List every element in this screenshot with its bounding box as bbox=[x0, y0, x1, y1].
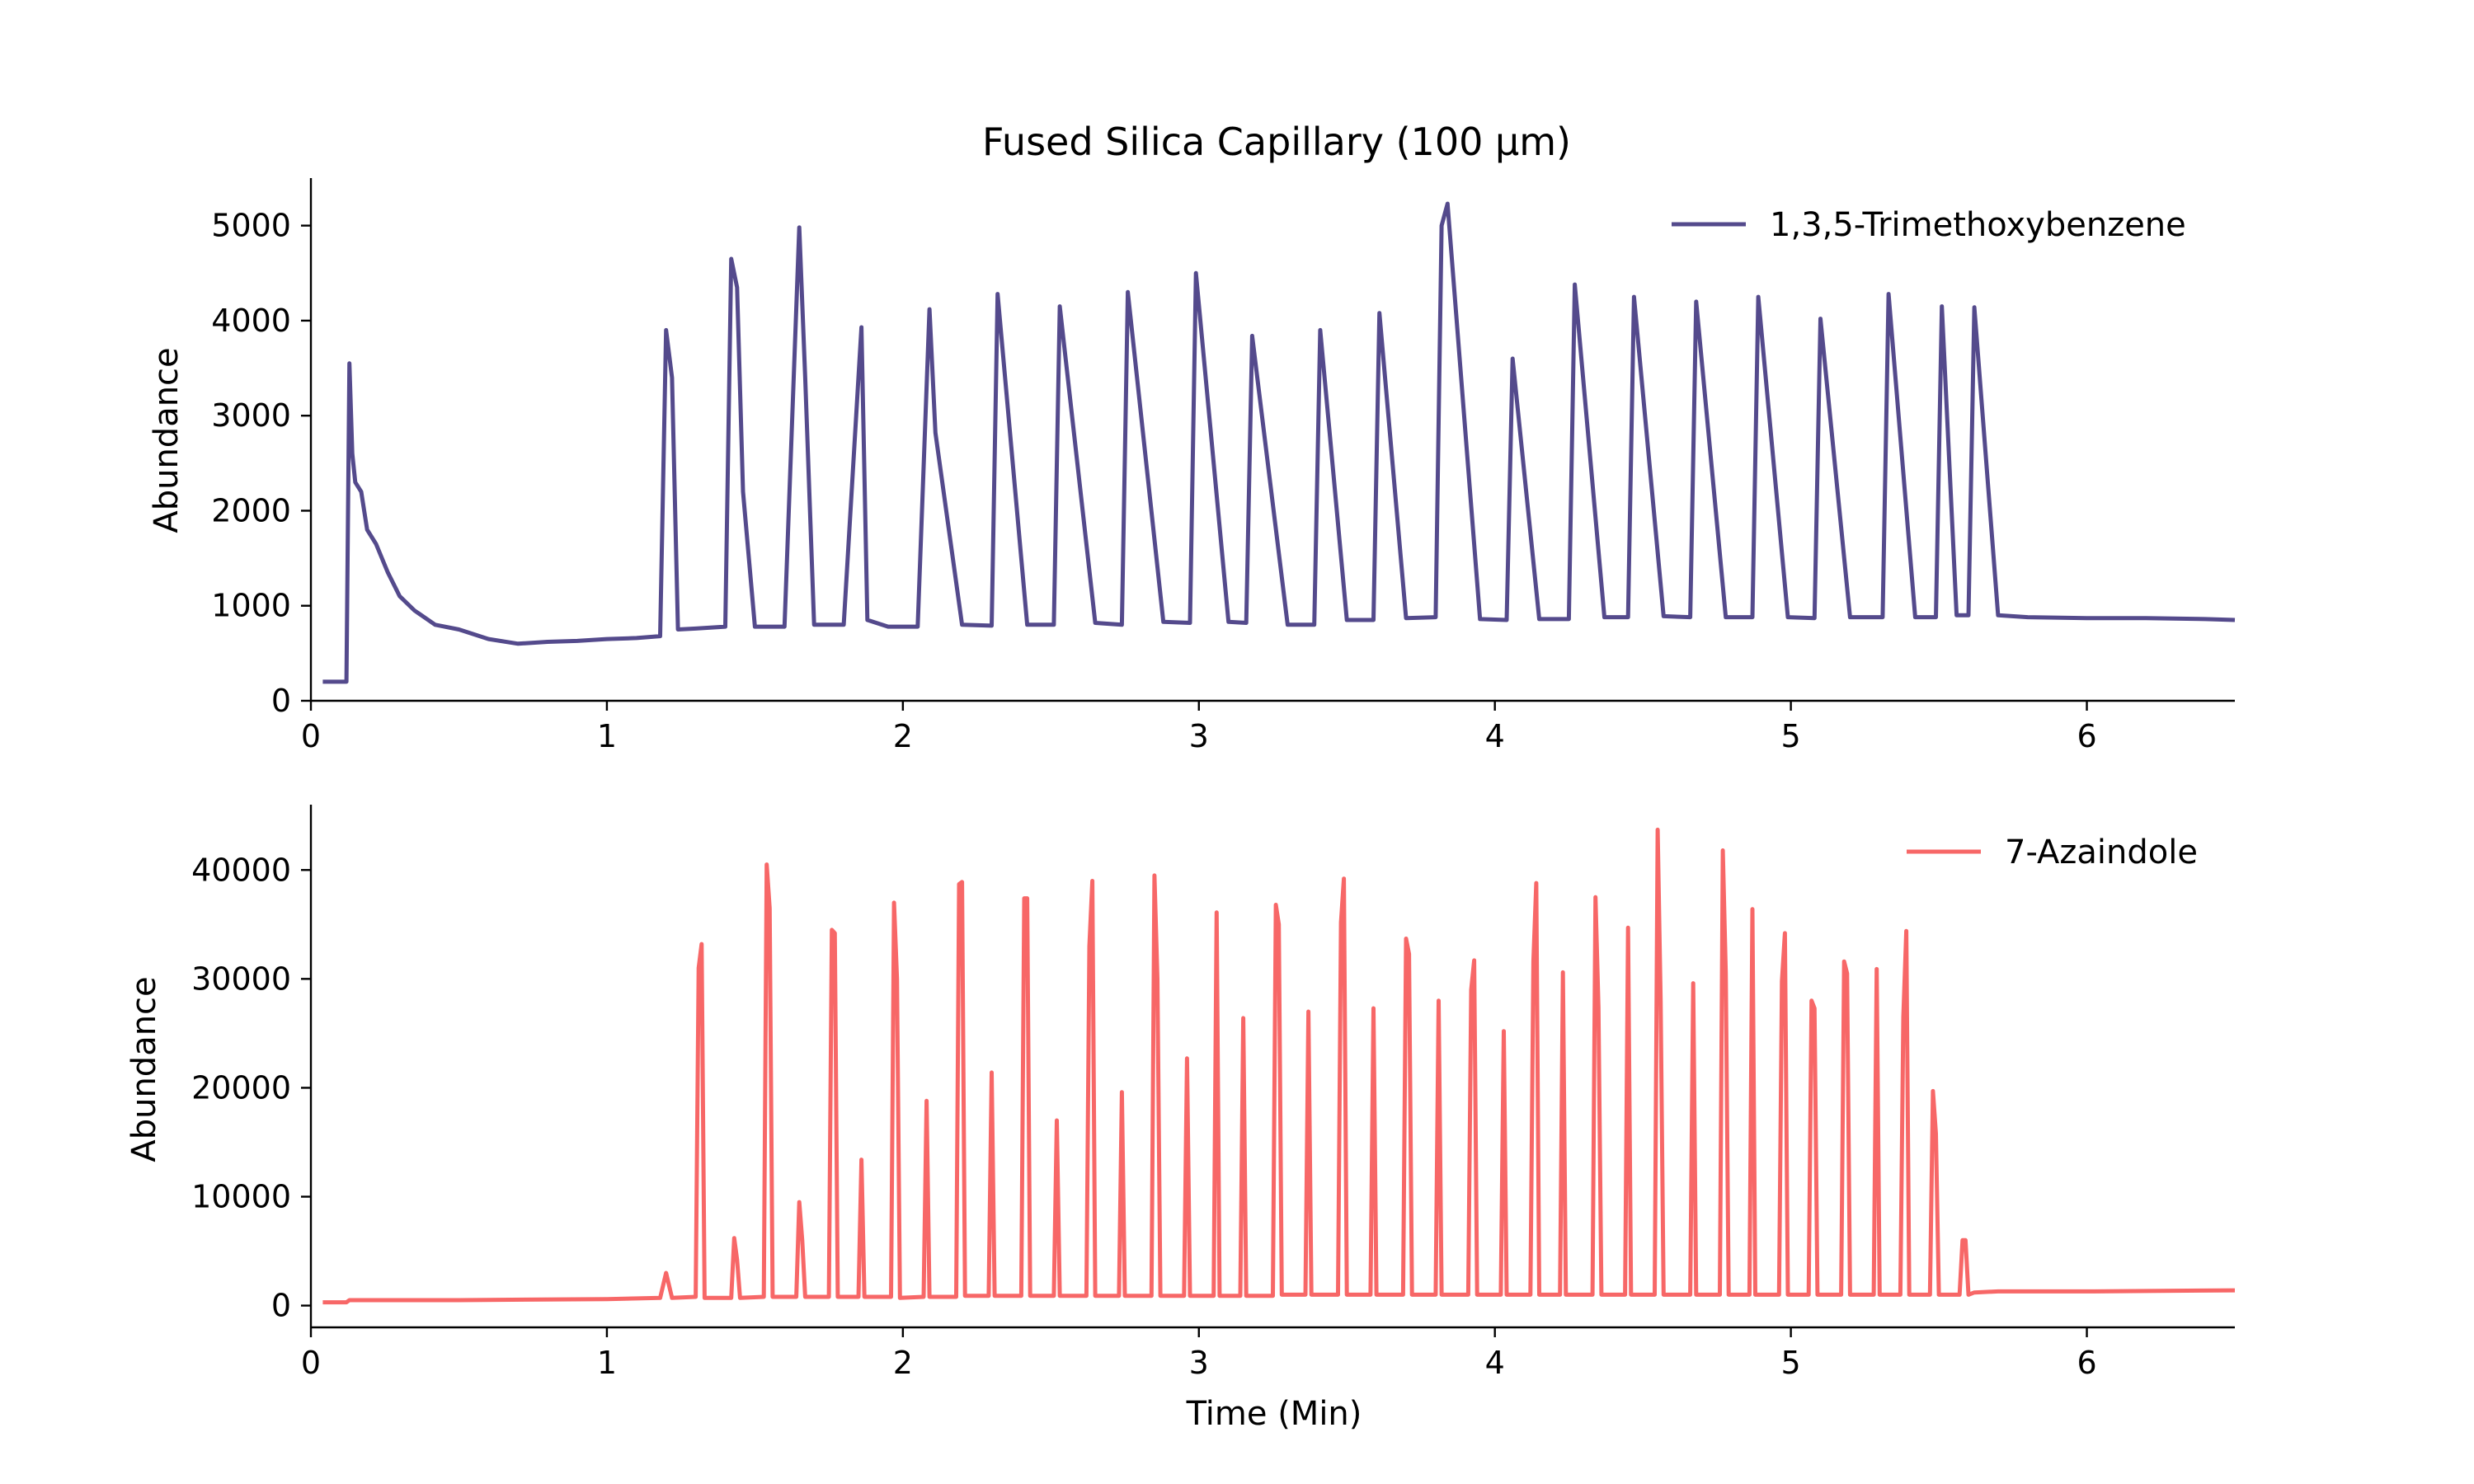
x-tick-label: 0 bbox=[301, 1345, 321, 1381]
series-line-top bbox=[322, 201, 2236, 684]
y-axis-label-top: Abundance bbox=[148, 347, 186, 533]
legend-label-bottom: 7-Azaindole bbox=[2005, 834, 2198, 871]
y-axis-label-bottom: Abundance bbox=[125, 976, 163, 1162]
y-tick-label: 30000 bbox=[191, 960, 291, 997]
x-tick-label: 3 bbox=[1189, 718, 1209, 754]
y-tick-label: 0 bbox=[271, 1288, 291, 1324]
y-tick-label: 3000 bbox=[211, 397, 291, 434]
x-tick-label: 4 bbox=[1485, 1345, 1505, 1381]
x-tick-label: 2 bbox=[893, 1345, 913, 1381]
x-tick-label: 4 bbox=[1485, 718, 1505, 754]
legend-label-top: 1,3,5-Trimethoxybenzene bbox=[1770, 206, 2186, 244]
y-tick-label: 10000 bbox=[191, 1179, 291, 1215]
legend-bottom: 7-Azaindole bbox=[1907, 834, 2198, 871]
plot-area-top bbox=[322, 201, 2236, 684]
x-tick-label: 6 bbox=[2077, 1345, 2096, 1381]
x-tick-label: 5 bbox=[1781, 718, 1801, 754]
y-tick-label: 1000 bbox=[211, 588, 291, 624]
y-ticks-top: 0 1000 2000 3000 4000 5000 bbox=[211, 208, 311, 719]
series-line-bottom bbox=[322, 827, 2236, 1305]
y-tick-label: 2000 bbox=[211, 492, 291, 528]
x-tick-label: 6 bbox=[2077, 718, 2096, 754]
x-ticks-bottom: 0 1 2 3 4 5 6 bbox=[301, 1327, 2097, 1381]
x-tick-label: 0 bbox=[301, 718, 321, 754]
y-tick-label: 20000 bbox=[191, 1069, 291, 1106]
y-tick-label: 4000 bbox=[211, 303, 291, 339]
chart-title: Fused Silica Capillary (100 µm) bbox=[982, 120, 1571, 164]
y-ticks-bottom: 0 10000 20000 30000 40000 bbox=[191, 852, 311, 1324]
x-tick-label: 1 bbox=[597, 1345, 617, 1381]
x-tick-label: 3 bbox=[1189, 1345, 1209, 1381]
x-tick-label: 5 bbox=[1781, 1345, 1801, 1381]
x-tick-label: 1 bbox=[597, 718, 617, 754]
x-tick-label: 2 bbox=[893, 718, 913, 754]
x-axis-label: Time (Min) bbox=[1186, 1395, 1362, 1433]
x-ticks-top: 0 1 2 3 4 5 6 bbox=[301, 701, 2097, 754]
y-tick-label: 0 bbox=[271, 683, 291, 719]
y-tick-label: 40000 bbox=[191, 852, 291, 888]
plot-area-bottom bbox=[322, 827, 2236, 1305]
legend-top: 1,3,5-Trimethoxybenzene bbox=[1672, 206, 2186, 244]
y-tick-label: 5000 bbox=[211, 208, 291, 244]
